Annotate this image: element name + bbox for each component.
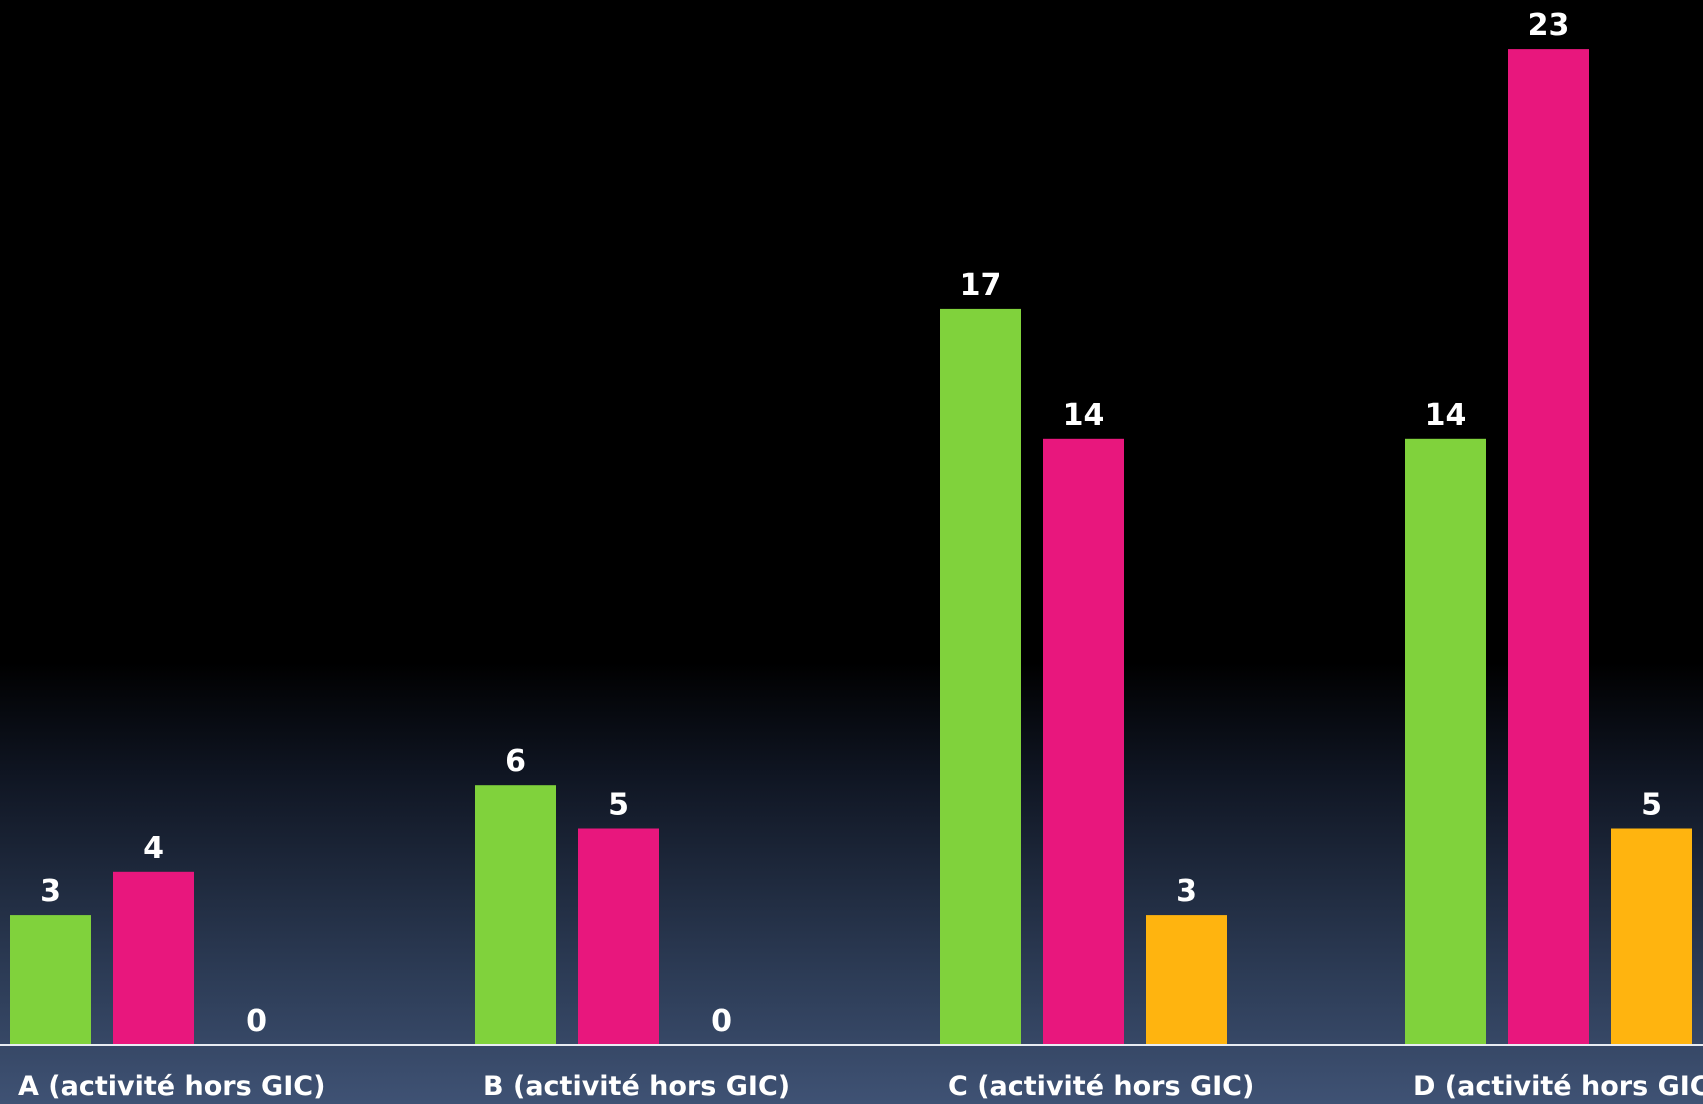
category-label-3: C (activité hors GIC) bbox=[948, 1071, 1254, 1102]
data-label-4-2: 23 bbox=[1528, 8, 1570, 43]
bar-2-2 bbox=[578, 828, 659, 1045]
data-label-2-3: 0 bbox=[711, 1004, 732, 1039]
bar-3-2 bbox=[1043, 438, 1124, 1045]
bar-4-3 bbox=[1611, 828, 1692, 1045]
data-label-4-3: 5 bbox=[1641, 788, 1662, 823]
category-label-1: A (activité hors GIC) bbox=[18, 1071, 325, 1102]
data-label-2-2: 5 bbox=[608, 788, 629, 823]
data-label-3-3: 3 bbox=[1176, 874, 1197, 909]
bar-4-2 bbox=[1508, 49, 1589, 1046]
bar-1-1 bbox=[10, 915, 91, 1045]
bar-4-1 bbox=[1405, 438, 1486, 1045]
data-label-4-1: 14 bbox=[1425, 398, 1467, 433]
data-label-3-1: 17 bbox=[960, 268, 1002, 303]
data-label-1-3: 0 bbox=[246, 1004, 267, 1039]
category-label-2: B (activité hors GIC) bbox=[483, 1071, 790, 1102]
data-label-3-2: 14 bbox=[1063, 398, 1105, 433]
data-label-1-1: 3 bbox=[40, 874, 61, 909]
bar-3-3 bbox=[1146, 915, 1227, 1045]
data-label-1-2: 4 bbox=[143, 831, 164, 866]
category-label-4: D (activité hors GIC) bbox=[1413, 1071, 1703, 1102]
data-label-2-1: 6 bbox=[505, 744, 526, 779]
value-labels-layer: 3 4 0 6 5 0 17 14 3 14 23 5 bbox=[40, 8, 1662, 1039]
bar-3-1 bbox=[940, 308, 1021, 1045]
bar-1-2 bbox=[113, 871, 194, 1045]
category-labels-layer: A (activité hors GIC) B (activité hors GI… bbox=[18, 1071, 1703, 1102]
bar-2-1 bbox=[475, 785, 556, 1045]
bars-layer bbox=[10, 49, 1692, 1046]
